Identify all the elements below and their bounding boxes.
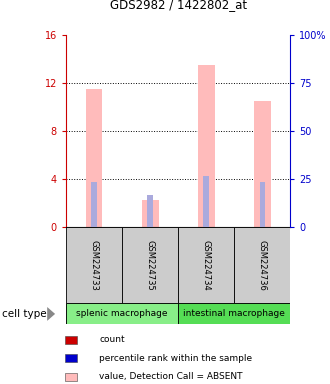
Bar — [65, 373, 77, 381]
Bar — [91, 182, 97, 227]
Bar — [234, 227, 290, 303]
Text: GDS2982 / 1422802_at: GDS2982 / 1422802_at — [110, 0, 247, 12]
Text: value, Detection Call = ABSENT: value, Detection Call = ABSENT — [99, 372, 243, 381]
Text: cell type: cell type — [2, 309, 46, 319]
Text: GSM224736: GSM224736 — [258, 240, 267, 290]
Text: GSM224735: GSM224735 — [146, 240, 155, 290]
Text: count: count — [99, 335, 125, 344]
Bar — [178, 303, 290, 324]
Bar — [122, 227, 178, 303]
Text: intestinal macrophage: intestinal macrophage — [183, 310, 285, 318]
Bar — [66, 227, 122, 303]
Bar — [178, 227, 234, 303]
Text: GSM224733: GSM224733 — [89, 240, 99, 290]
Polygon shape — [47, 307, 55, 321]
Bar — [142, 200, 158, 227]
Bar — [65, 354, 77, 362]
Text: splenic macrophage: splenic macrophage — [76, 310, 168, 318]
Bar — [148, 195, 153, 227]
Bar — [260, 182, 265, 227]
Bar — [66, 303, 178, 324]
Bar — [86, 89, 102, 227]
Bar — [254, 101, 271, 227]
Bar — [65, 336, 77, 344]
Text: percentile rank within the sample: percentile rank within the sample — [99, 354, 252, 363]
Bar — [203, 176, 209, 227]
Bar — [198, 65, 215, 227]
Text: GSM224734: GSM224734 — [202, 240, 211, 290]
